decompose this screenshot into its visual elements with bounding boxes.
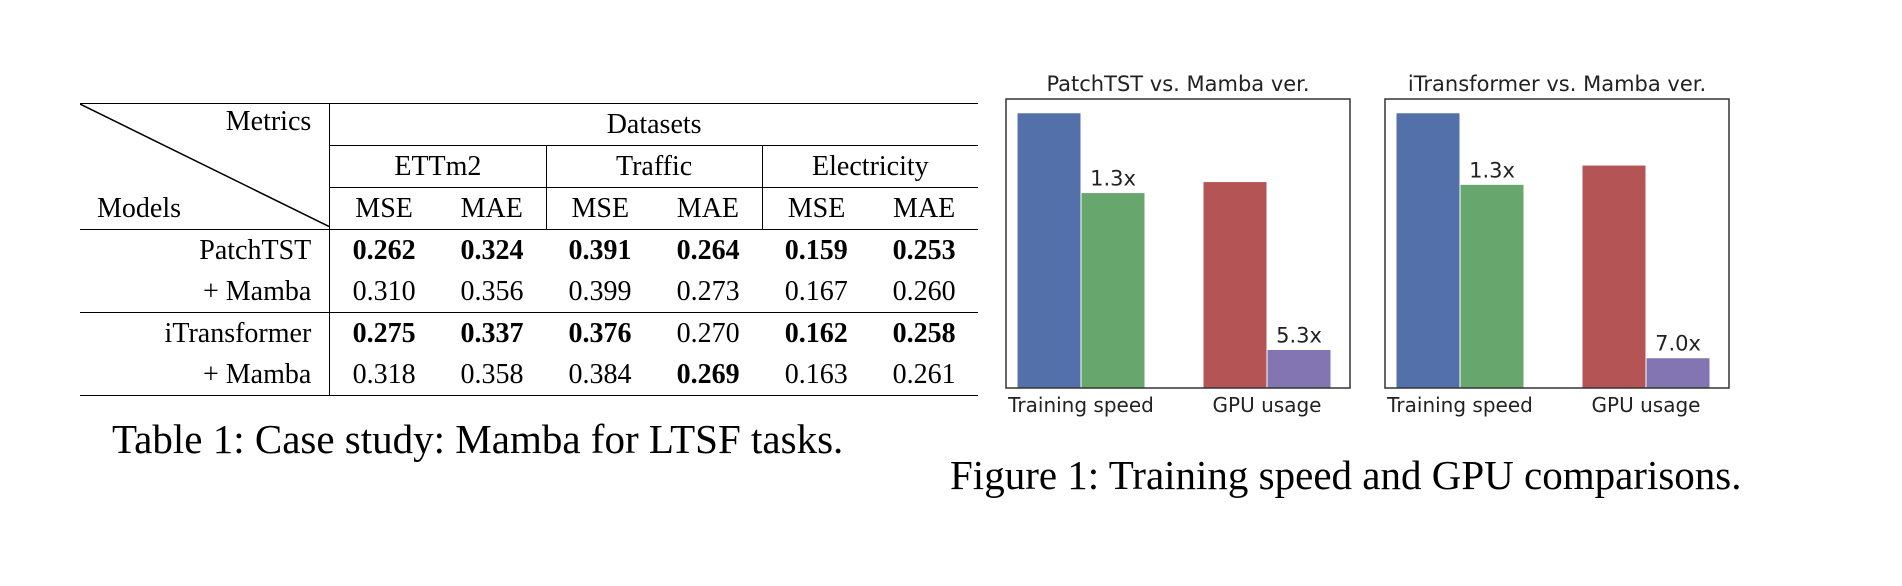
metric-value-cell: 0.261 — [870, 354, 978, 396]
metric-header: MAE — [893, 192, 956, 224]
corner-header-cell: Metrics Models — [80, 103, 331, 230]
metric-value-cell: 0.318 — [329, 354, 438, 396]
metric-value-cell: 0.324 — [437, 229, 546, 271]
datasets-header: Datasets — [329, 103, 978, 146]
metric-value-cell: 0.269 — [654, 354, 763, 396]
metric-value-cell: 0.253 — [870, 229, 978, 271]
results-table: Metrics Models Datasets ETTm2 Traffic El… — [80, 103, 978, 396]
metric-value-cell: 0.258 — [870, 312, 978, 354]
bar-annotation: 1.3x — [1469, 158, 1515, 182]
corner-models-label: Models — [97, 193, 181, 224]
table-row: PatchTST 0.262 0.324 0.391 0.264 0.159 0.253 — [80, 229, 978, 271]
plot-frame — [1384, 98, 1730, 389]
metric-value-cell: 0.310 — [352, 275, 416, 307]
model-name-cell: iTransformer — [80, 312, 331, 354]
metric-value-cell: 0.358 — [437, 354, 546, 396]
group-header-electricity: Electricity — [762, 145, 978, 188]
bar — [1080, 192, 1146, 389]
bar-annotation: 7.0x — [1655, 332, 1701, 356]
chart-title: PatchTST vs. Mamba ver. — [1046, 72, 1309, 96]
x-tick-label: GPU usage — [1213, 393, 1322, 417]
metric-value-cell: 0.167 — [784, 275, 848, 307]
chart-svg: iTransformer vs. Mamba ver. 1.3x Training … — [1384, 72, 1730, 417]
model-name-cell: + Mamba — [80, 271, 331, 313]
metric-value-cell: 0.162 — [762, 312, 871, 354]
metric-value-cell: 0.260 — [892, 275, 956, 307]
metric-value-cell: 0.262 — [329, 229, 438, 271]
chart-title: iTransformer vs. Mamba ver. — [1408, 72, 1706, 96]
chart-itransformer: iTransformer vs. Mamba ver. 1.3x Training … — [1377, 70, 1737, 420]
metric-value-cell: 0.356 — [460, 275, 524, 307]
metric-value-cell: 0.159 — [762, 229, 871, 271]
figure-caption: Figure 1: Training speed and GPU compari… — [950, 452, 1742, 498]
group-header-traffic: Traffic — [546, 145, 763, 188]
x-tick-label: Training speed — [1007, 393, 1154, 417]
diagonal-line — [80, 104, 330, 227]
chart-patchtst: PatchTST vs. Mamba ver. 1.3x Training spee… — [998, 70, 1358, 420]
table-row: + Mamba 0.318 0.358 0.384 0.269 0.163 0.261 — [80, 354, 978, 396]
metric-value-cell: 0.391 — [546, 229, 655, 271]
metric-value-cell: 0.163 — [762, 354, 871, 396]
model-name-cell: + Mamba — [80, 354, 331, 396]
metric-value-cell: 0.275 — [329, 312, 438, 354]
metric-value-cell: 0.273 — [676, 275, 740, 307]
metric-value-cell: 0.337 — [437, 312, 546, 354]
bar — [1395, 112, 1461, 389]
metric-value-cell: 0.264 — [654, 229, 763, 271]
table-row: iTransformer 0.275 0.337 0.376 0.270 0.162 0.2… — [80, 312, 978, 354]
bar — [1016, 112, 1082, 389]
x-tick-label: Training speed — [1386, 393, 1533, 417]
bar — [1581, 164, 1647, 389]
metric-header: MAE — [654, 187, 763, 230]
metric-value-cell: 0.399 — [568, 275, 632, 307]
chart-svg: PatchTST vs. Mamba ver. 1.3x Training spee… — [1005, 72, 1351, 417]
table-row: + Mamba 0.310 0.356 0.399 0.273 0.167 0.260 — [80, 271, 978, 313]
bar — [1645, 357, 1711, 389]
group-header-ettm2: ETTm2 — [329, 145, 547, 188]
plot-frame — [1005, 98, 1351, 389]
x-tick-label: GPU usage — [1592, 393, 1701, 417]
bar — [1459, 183, 1525, 389]
metric-value-cell: 0.270 — [654, 312, 763, 354]
results-table-grid: Metrics Models Datasets ETTm2 Traffic El… — [80, 103, 978, 396]
table-body: PatchTST 0.262 0.324 0.391 0.264 0.159 0.253 + … — [80, 229, 978, 396]
metric-header: MSE — [355, 192, 413, 224]
metric-value-cell: 0.376 — [546, 312, 655, 354]
bar-annotation: 5.3x — [1276, 323, 1322, 347]
bar — [1266, 348, 1332, 389]
metric-header: MSE — [787, 192, 846, 224]
metric-value-cell: 0.384 — [546, 354, 655, 396]
metric-header: MSE — [571, 192, 630, 224]
bar — [1202, 181, 1268, 389]
model-name-cell: PatchTST — [80, 229, 331, 271]
corner-metrics-label: Metrics — [225, 106, 312, 137]
metric-header: MAE — [437, 187, 547, 230]
bar-annotation: 1.3x — [1090, 167, 1136, 191]
table-caption: Table 1: Case study: Mamba for LTSF task… — [112, 416, 844, 462]
